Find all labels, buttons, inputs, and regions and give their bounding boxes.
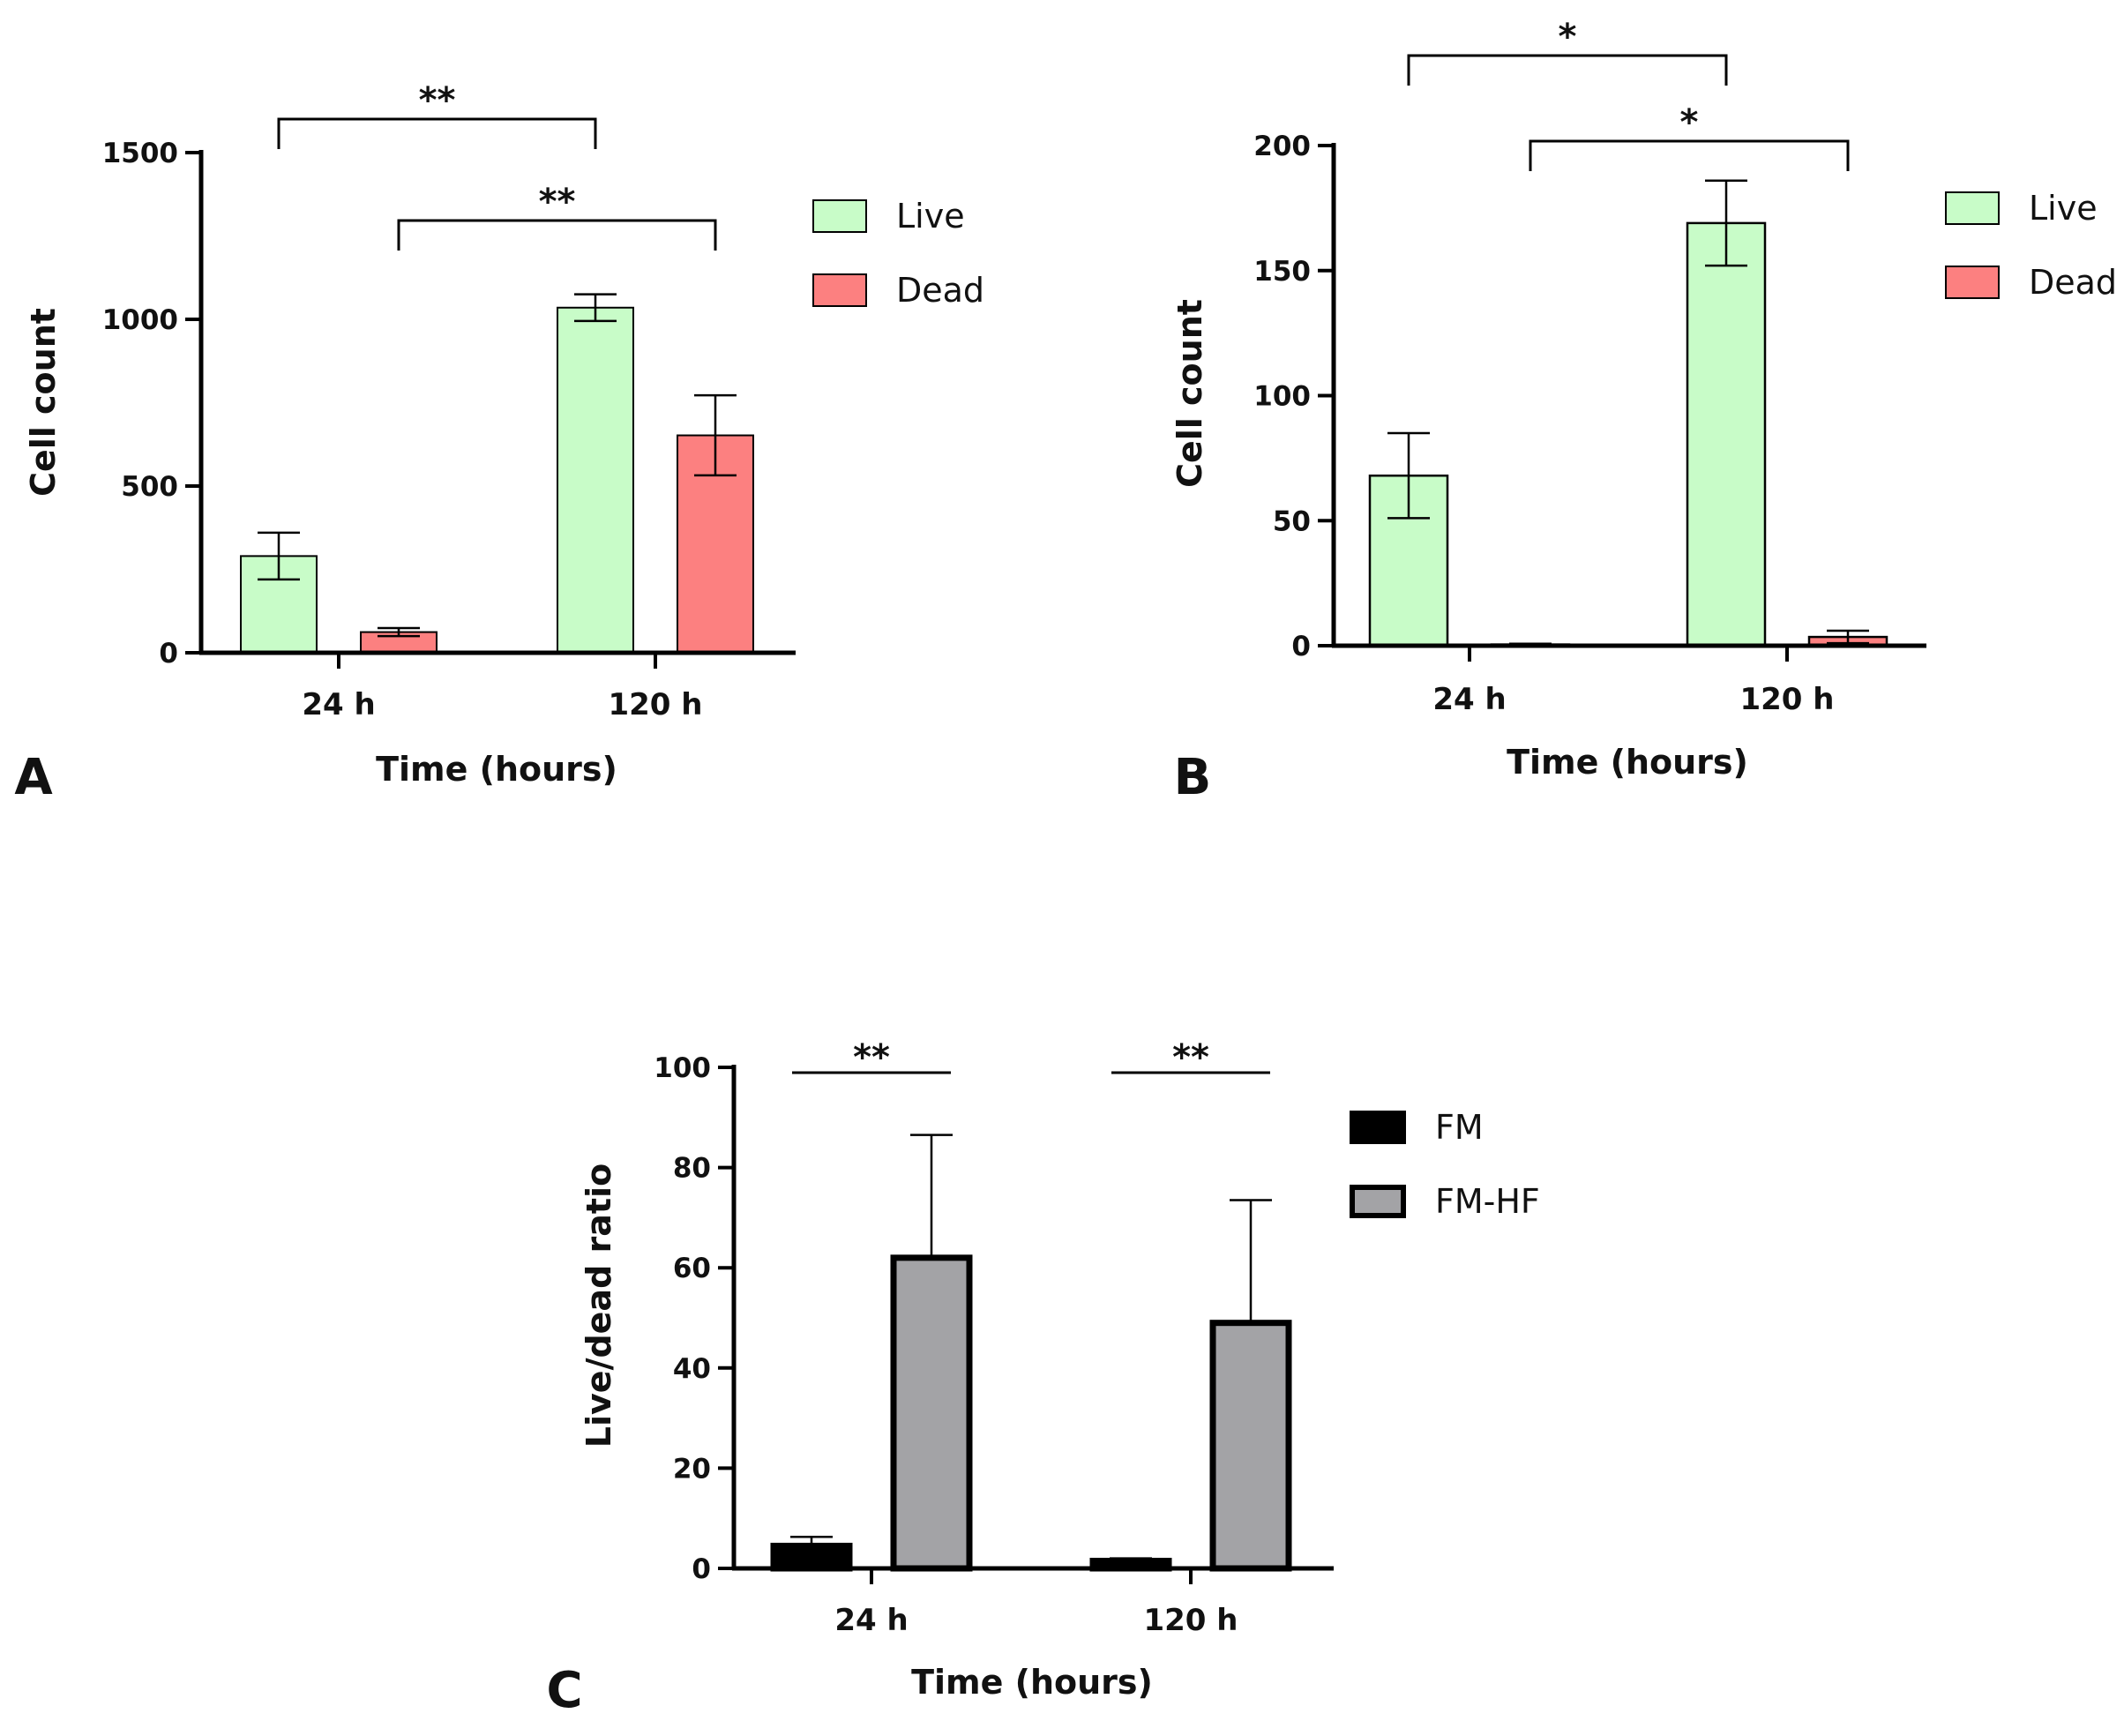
y-tick-label: 1000 <box>102 304 178 336</box>
y-tick-label: 150 <box>1253 256 1311 288</box>
bar-live-120h <box>557 306 634 654</box>
legend-label: Live <box>896 197 965 236</box>
x-tick-label: 24 h <box>834 1603 908 1638</box>
bar-fm-24h <box>770 1542 853 1572</box>
y-tick-label: 100 <box>654 1052 711 1084</box>
legend-label: Dead <box>896 271 984 310</box>
y-tick-label: 0 <box>159 638 178 670</box>
bar-fm-hf-24h <box>890 1254 973 1572</box>
significance-bracket <box>277 117 597 149</box>
significance-label: * <box>1680 102 1699 143</box>
legend-swatch-live <box>1945 191 2000 225</box>
x-tick-label: 24 h <box>1432 682 1506 717</box>
y-tick-label: 1500 <box>102 138 178 169</box>
x-axis-title: Time (hours) <box>911 1663 1153 1702</box>
y-tick-label: 40 <box>673 1353 711 1385</box>
bar-fm-hf-120h <box>1209 1320 1292 1572</box>
legend-swatch-dead <box>1945 266 2000 299</box>
x-axis-title: Time (hours) <box>376 750 617 789</box>
y-tick-label: 50 <box>1273 505 1311 537</box>
legend-swatch-fm-hf <box>1350 1185 1406 1218</box>
legend-label: Live <box>2029 189 2098 228</box>
y-tick-label: 60 <box>673 1253 711 1284</box>
bar-live-120h <box>1686 221 1767 647</box>
legend-swatch-fm <box>1350 1111 1406 1144</box>
x-tick-label: 24 h <box>302 687 375 722</box>
legend-swatch-live <box>812 199 867 233</box>
y-axis-title: Cell count <box>24 308 63 497</box>
y-axis-title: Cell count <box>1170 299 1209 488</box>
panel-letter: A <box>14 749 53 806</box>
significance-bracket <box>1407 54 1728 86</box>
legend-label: FM-HF <box>1435 1182 1540 1221</box>
x-tick-label: 120 h <box>1739 682 1834 717</box>
y-tick-label: 80 <box>673 1153 711 1185</box>
y-tick-label: 0 <box>692 1553 711 1585</box>
panel-letter: B <box>1174 749 1212 806</box>
y-axis-title: Live/dead ratio <box>580 1164 618 1448</box>
y-tick-label: 200 <box>1253 131 1311 162</box>
significance-bracket <box>1529 139 1850 171</box>
legend-label: Dead <box>2029 263 2117 302</box>
x-tick-label: 120 h <box>608 687 702 722</box>
significance-label: ** <box>1172 1037 1209 1078</box>
panel-letter: C <box>546 1662 582 1719</box>
y-tick-label: 100 <box>1253 381 1311 413</box>
chart-panel-c: 0 20 40 60 80 100 24 h 120 h Time (hours) Live/de… <box>546 1037 1539 1719</box>
chart-panel-b: 0 50 100 150 200 24 h 120 h Time (hours) Cell co… <box>1170 17 2117 806</box>
y-tick-label: 500 <box>121 471 178 503</box>
significance-label: ** <box>419 80 456 121</box>
y-tick-label: 20 <box>673 1453 711 1485</box>
x-axis-title: Time (hours) <box>1507 743 1748 782</box>
significance-label: ** <box>539 182 576 222</box>
legend-label: FM <box>1435 1108 1484 1147</box>
legend-swatch-dead <box>812 273 867 307</box>
significance-label: * <box>1559 17 1577 57</box>
significance-label: ** <box>853 1037 890 1078</box>
y-tick-label: 0 <box>1291 631 1311 662</box>
x-tick-label: 120 h <box>1143 1603 1238 1638</box>
significance-bracket <box>397 219 717 251</box>
chart-panel-a: 0 500 1000 1500 24 h 120 h Time (hours) Cell co… <box>14 80 984 806</box>
